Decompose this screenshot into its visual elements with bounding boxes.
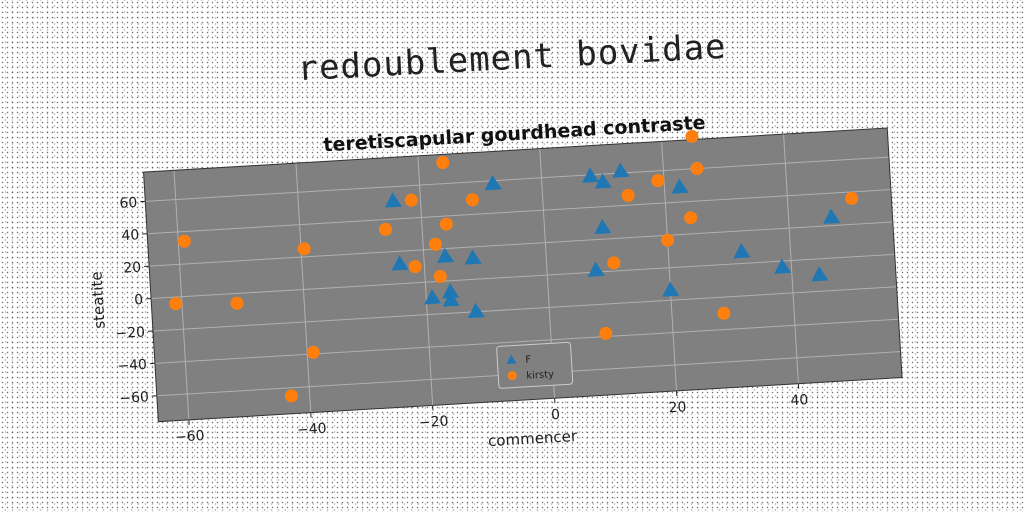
y-axis-label: steatite	[87, 271, 108, 329]
triangle-point	[484, 174, 502, 191]
axes: −60 −40 −20 0 20 40 −60 −40 −20 0 20 40 60	[115, 127, 903, 446]
triangle-point	[811, 266, 829, 282]
y-tick-label: −40	[117, 357, 147, 375]
x-gridline	[295, 163, 312, 413]
y-gridline	[152, 286, 897, 332]
triangle-point	[662, 281, 680, 297]
y-tick-label: 60	[119, 195, 138, 212]
y-gridline	[154, 318, 899, 364]
y-gridline	[147, 189, 891, 235]
circle-point	[297, 242, 311, 256]
triangle-point	[437, 247, 455, 264]
circle-point	[433, 269, 447, 283]
x-gridline	[173, 170, 190, 420]
triangle-point	[594, 218, 612, 235]
circle-point	[599, 326, 613, 340]
circle-point	[690, 162, 704, 176]
triangle-point	[391, 255, 409, 271]
circle-point	[621, 188, 635, 202]
legend-circle-marker	[507, 371, 517, 381]
triangle-point	[774, 258, 792, 274]
triangle-point	[464, 249, 482, 265]
circle-point	[177, 234, 191, 248]
triangle-point	[467, 302, 485, 319]
circle-point	[169, 297, 183, 311]
triangle-point	[587, 261, 605, 277]
circle-point	[439, 217, 453, 231]
triangle-point	[594, 173, 612, 189]
x-gridline	[661, 141, 678, 391]
x-gridline	[417, 155, 434, 406]
circle-point	[845, 191, 859, 205]
triangle-point	[671, 178, 689, 194]
circle-point	[436, 156, 450, 170]
x-tick-label: 0	[551, 407, 561, 424]
triangle-point	[612, 162, 630, 178]
circle-point	[408, 260, 422, 274]
triangle-point	[384, 192, 402, 208]
circle-point	[284, 389, 298, 403]
circle-point	[685, 129, 699, 143]
y-tick-label: 40	[121, 227, 140, 244]
triangle-point	[733, 243, 751, 259]
circle-point	[651, 174, 665, 188]
x-axis-label: commencer	[488, 427, 579, 450]
x-tick-label: −40	[297, 421, 327, 439]
circle-point	[428, 237, 442, 251]
legend-label: kirsty	[526, 369, 554, 382]
y-gridline	[151, 253, 895, 300]
y-tick-label: 20	[123, 260, 142, 277]
y-gridline	[149, 221, 893, 267]
data-points	[169, 129, 859, 403]
triangle-point	[424, 289, 442, 305]
circle-point	[230, 296, 244, 310]
circle-point	[379, 222, 393, 236]
legend-label: F	[525, 354, 532, 365]
y-tick-label: −20	[115, 324, 145, 342]
x-tick-label: −20	[418, 414, 448, 432]
circle-point	[465, 193, 479, 207]
x-tick-label: 40	[790, 392, 809, 409]
plot-frame	[143, 127, 903, 423]
y-tick-label: −60	[119, 389, 149, 407]
y-gridline	[145, 156, 889, 202]
x-tick-label: 20	[668, 399, 687, 416]
plot-area	[143, 127, 903, 422]
circle-point	[684, 211, 698, 225]
y-tick-label: 0	[134, 292, 144, 309]
triangle-point	[582, 167, 600, 183]
legend-box	[496, 341, 574, 389]
x-gridline	[783, 134, 799, 384]
circle-point	[306, 345, 320, 359]
circle-point	[661, 233, 675, 247]
circle-point	[607, 256, 621, 270]
triangle-point	[442, 291, 460, 307]
x-tick-label: −60	[175, 428, 205, 446]
circle-point	[717, 306, 731, 320]
triangle-point	[442, 283, 460, 299]
circle-point	[404, 193, 418, 207]
triangle-point	[823, 208, 841, 224]
legend-triangle-marker	[506, 354, 517, 364]
